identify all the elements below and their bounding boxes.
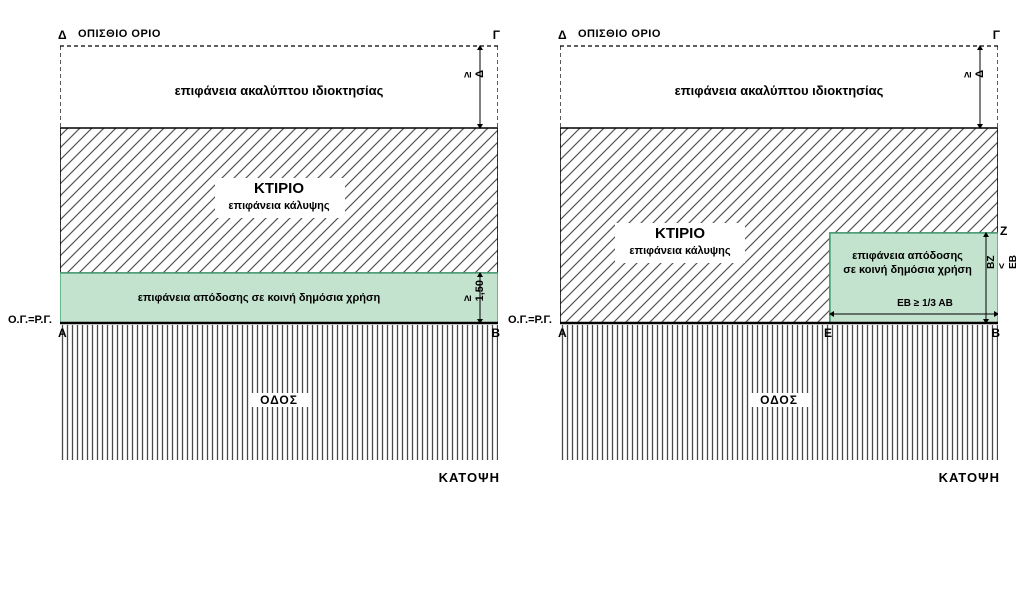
dim-eb-constraint: ΕΒ ≥ 1/3 ΑΒ [860, 298, 990, 309]
dim-ge-150: ≥ 1,50 [462, 280, 486, 301]
corner-zeta: Ζ [1000, 224, 1007, 238]
uncovered-area-label: επιφάνεια ακαλύπτου ιδιοκτησίας [560, 83, 998, 98]
top-labels-right: Δ ΟΠΙΣΘΙΟ ΟΡΙΟ Γ [560, 28, 998, 46]
dim-ge-delta: ≥ Δ [962, 70, 986, 78]
corner-epsilon: Ε [824, 326, 832, 340]
dim-bz-constraint: ΒΖ < ΕΒ [986, 255, 1019, 269]
public-use-line2: σε κοινή δημόσια χρήση [843, 264, 972, 276]
top-labels-left: Δ ΟΠΙΣΘΙΟ ΟΡΙΟ Γ [60, 28, 498, 46]
dim-ge-delta: ≥ Δ [462, 70, 486, 78]
public-use-line1: επιφάνεια απόδοσης [852, 250, 963, 262]
corner-alpha: Α [558, 326, 567, 340]
corner-alpha: Α [58, 326, 67, 340]
coverage-label: επιφάνεια κάλυψης [60, 200, 498, 212]
corner-delta: Δ [558, 28, 567, 42]
road-label: ΟΔΟΣ [249, 393, 309, 407]
corner-beta: Β [491, 326, 500, 340]
og-rg-label: Ο.Γ.=Ρ.Γ. [8, 314, 52, 326]
corner-gamma: Γ [493, 28, 500, 42]
corner-beta: Β [991, 326, 1000, 340]
rear-boundary-label: ΟΠΙΣΘΙΟ ΟΡΙΟ [578, 28, 661, 40]
og-rg-label: Ο.Γ.=Ρ.Γ. [508, 314, 552, 326]
road-label: ΟΔΟΣ [749, 393, 809, 407]
corner-gamma: Γ [993, 28, 1000, 42]
public-use-label-2: επιφάνεια απόδοσης σε κοινή δημόσια χρήσ… [835, 250, 980, 278]
corner-delta: Δ [58, 28, 67, 42]
katopsi-label: ΚΑΤΟΨΗ [439, 470, 500, 485]
ktirio-label: ΚΤΙΡΙΟ [60, 180, 498, 197]
uncovered-area-label: επιφάνεια ακαλύπτου ιδιοκτησίας [60, 83, 498, 98]
rear-boundary-label: ΟΠΙΣΘΙΟ ΟΡΙΟ [78, 28, 161, 40]
public-use-label: επιφάνεια απόδοσης σε κοινή δημόσια χρήσ… [60, 292, 458, 304]
katopsi-label: ΚΑΤΟΨΗ [939, 470, 1000, 485]
coverage-label: επιφάνεια κάλυψης [615, 245, 745, 257]
ktirio-label: ΚΤΙΡΙΟ [615, 225, 745, 242]
diagram-left-svg [60, 28, 498, 498]
